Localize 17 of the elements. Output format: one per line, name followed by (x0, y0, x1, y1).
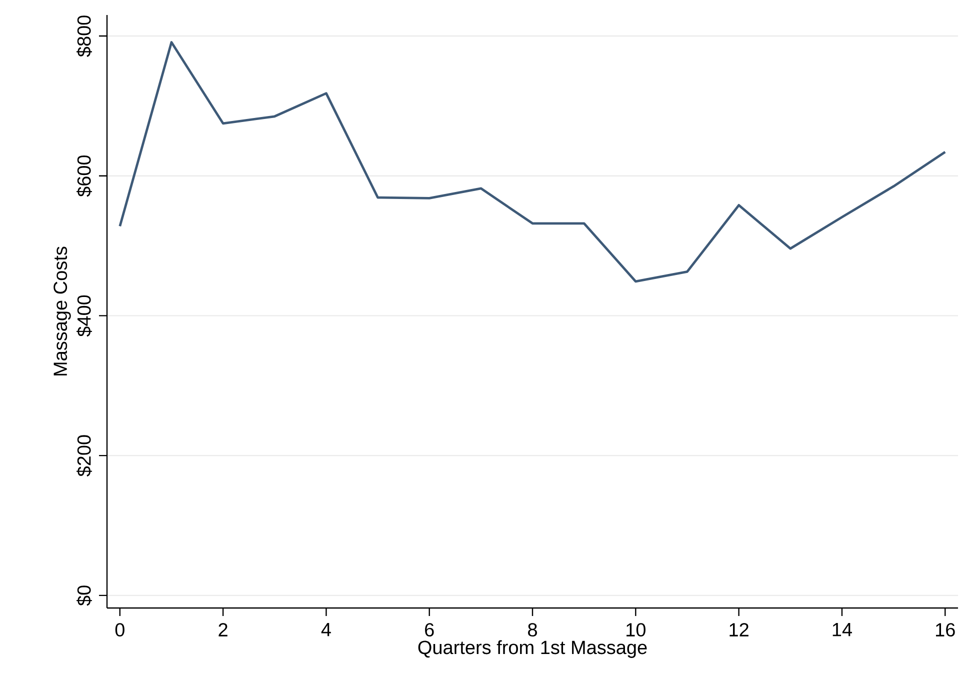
x-tick-label: 4 (321, 623, 331, 636)
y-axis-title: Massage Costs (54, 246, 71, 376)
y-tick-label: $800 (76, 16, 92, 57)
x-tick-label: 6 (425, 623, 434, 637)
y-tick-label: $600 (76, 155, 92, 197)
x-tick-label: 12 (730, 623, 748, 636)
x-tick-label: 2 (218, 623, 228, 636)
x-tick-label: 16 (936, 623, 955, 637)
x-axis-title: Quarters from 1st Massage (418, 640, 647, 658)
x-tick-label: 14 (832, 623, 852, 636)
x-tick-label: 0 (115, 623, 124, 637)
y-tick-label: $0 (76, 586, 92, 606)
y-tick-label: $200 (76, 435, 92, 476)
line-series (118, 41, 946, 283)
x-tick-label: 10 (626, 623, 646, 637)
y-tick-label: $400 (76, 295, 92, 337)
x-tick-label: 8 (528, 623, 537, 637)
